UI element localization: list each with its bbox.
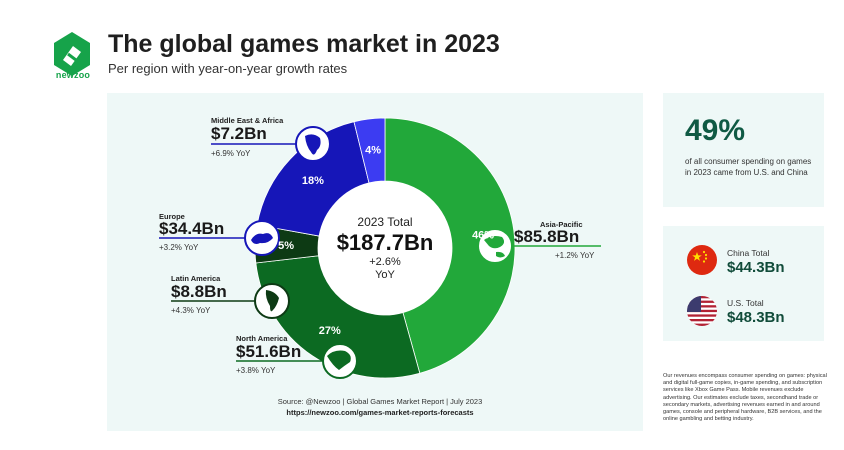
- yoy-latin-america: +4.3% YoY: [171, 306, 211, 315]
- globe-icon-north-america: [322, 343, 358, 379]
- us-total-value: $48.3Bn: [727, 309, 785, 326]
- yoy-north-america: +3.8% YoY: [236, 366, 276, 375]
- globe-icon-asia-pacific: [477, 228, 513, 264]
- source-text: Source: @Newzoo | Global Games Market Re…: [277, 397, 483, 406]
- globe-icon-europe: [244, 220, 280, 256]
- page-title: The global games market in 2023: [108, 30, 500, 58]
- center-total-value: $187.7Bn: [336, 230, 434, 255]
- share-percent: 49%: [685, 114, 746, 147]
- share-description: of all consumer spending on games in 202…: [685, 157, 812, 177]
- brand-name: newzoo: [55, 70, 91, 80]
- source-url: https://newzoo.com/games-market-reports-…: [286, 408, 474, 417]
- center-total-label: 2023 Total: [357, 215, 413, 229]
- globe-icon-latin-america: [254, 283, 290, 319]
- label-asia-pacific: Asia-Pacific: [540, 220, 583, 229]
- page-subtitle: Per region with year-on-year growth rate…: [108, 61, 348, 76]
- label-europe: Europe: [159, 212, 185, 221]
- us-total-label: U.S. Total: [727, 298, 764, 308]
- label-north-america: North America: [236, 334, 288, 343]
- center-total-yoy-unit: YoY: [375, 269, 395, 281]
- percent-label-latin-america: 5%: [278, 240, 294, 252]
- us-flag-icon: [687, 296, 717, 326]
- value-north-america: $51.6Bn: [236, 342, 302, 361]
- share-panel: [663, 93, 824, 207]
- methodology-footnote: Our revenues encompass consumer spending…: [663, 373, 827, 423]
- percent-label-europe: 18%: [302, 175, 324, 187]
- percent-label-asia-pacific: 46%: [472, 230, 494, 242]
- yoy-asia-pacific: +1.2% YoY: [555, 251, 595, 260]
- value-middle-east-africa: $7.2Bn: [211, 124, 267, 143]
- totals-panel: [663, 226, 824, 341]
- value-europe: $34.4Bn: [159, 219, 225, 238]
- value-latin-america: $8.8Bn: [171, 282, 227, 301]
- label-latin-america: Latin America: [171, 274, 221, 283]
- center-total-yoy: +2.6%: [369, 256, 401, 268]
- globe-icon-middle-east-africa: [295, 126, 331, 162]
- label-middle-east-africa: Middle East & Africa: [211, 116, 284, 125]
- value-asia-pacific: $85.8Bn: [514, 227, 580, 246]
- china-flag-icon: [687, 245, 717, 275]
- china-total-label: China Total: [727, 248, 770, 258]
- yoy-europe: +3.2% YoY: [159, 243, 199, 252]
- donut-center: [318, 181, 452, 315]
- china-total-value: $44.3Bn: [727, 259, 785, 276]
- percent-label-middle-east-africa: 4%: [365, 145, 381, 157]
- newzoo-logo: [54, 32, 90, 76]
- yoy-middle-east-africa: +6.9% YoY: [211, 149, 251, 158]
- percent-label-north-america: 27%: [319, 325, 341, 337]
